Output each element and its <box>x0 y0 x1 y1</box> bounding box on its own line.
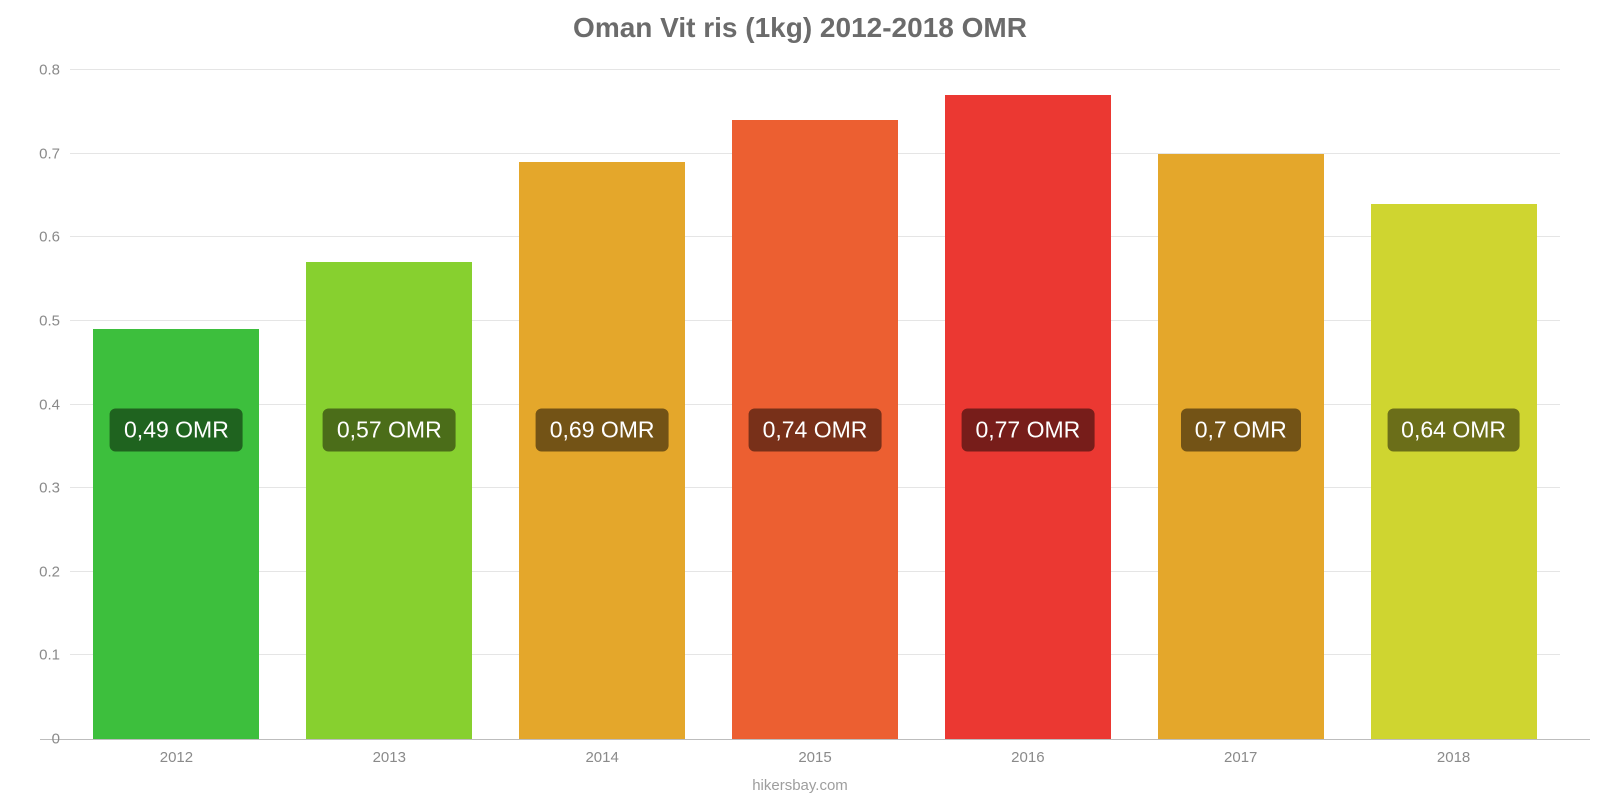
xtick-label: 2012 <box>160 749 193 766</box>
bar <box>1371 204 1537 739</box>
ytick-label: 0.1 <box>39 647 60 664</box>
bar-value-label: 0,64 OMR <box>1387 408 1520 451</box>
bar-value-label: 0,69 OMR <box>536 408 669 451</box>
ytick-label: 0.4 <box>39 396 60 413</box>
bar-value-label: 0,7 OMR <box>1181 408 1301 451</box>
bar-slot: 0,64 OMR2018 <box>1347 70 1560 739</box>
bar-slot: 0,57 OMR2013 <box>283 70 496 739</box>
ytick-label: 0.3 <box>39 480 60 497</box>
plot-area: 00.10.20.30.40.50.60.70.8 0,49 OMR20120,… <box>70 70 1560 740</box>
bar-value-label: 0,57 OMR <box>323 408 456 451</box>
xtick-label: 2018 <box>1437 749 1470 766</box>
ytick-label: 0.6 <box>39 229 60 246</box>
xtick-label: 2014 <box>585 749 618 766</box>
ytick-label: 0 <box>52 731 60 748</box>
bar <box>306 262 472 739</box>
xtick-label: 2015 <box>798 749 831 766</box>
ytick-label: 0.8 <box>39 62 60 79</box>
bar-value-label: 0,74 OMR <box>749 408 882 451</box>
bar-slot: 0,74 OMR2015 <box>709 70 922 739</box>
bar-value-label: 0,49 OMR <box>110 408 243 451</box>
bar <box>93 329 259 739</box>
bar-slot: 0,77 OMR2016 <box>921 70 1134 739</box>
bar-value-label: 0,77 OMR <box>961 408 1094 451</box>
attribution-text: hikersbay.com <box>0 777 1600 794</box>
bar-slot: 0,69 OMR2014 <box>496 70 709 739</box>
bar-slot: 0,7 OMR2017 <box>1134 70 1347 739</box>
ytick-label: 0.5 <box>39 312 60 329</box>
xtick-label: 2017 <box>1224 749 1257 766</box>
xtick-label: 2016 <box>1011 749 1044 766</box>
chart-title: Oman Vit ris (1kg) 2012-2018 OMR <box>0 12 1600 44</box>
ytick-label: 0.2 <box>39 563 60 580</box>
xtick-label: 2013 <box>373 749 406 766</box>
x-axis-line <box>40 739 1590 740</box>
chart-container: Oman Vit ris (1kg) 2012-2018 OMR 00.10.2… <box>0 0 1600 800</box>
bar-slot: 0,49 OMR2012 <box>70 70 283 739</box>
ytick-label: 0.7 <box>39 145 60 162</box>
bars-row: 0,49 OMR20120,57 OMR20130,69 OMR20140,74… <box>70 70 1560 739</box>
